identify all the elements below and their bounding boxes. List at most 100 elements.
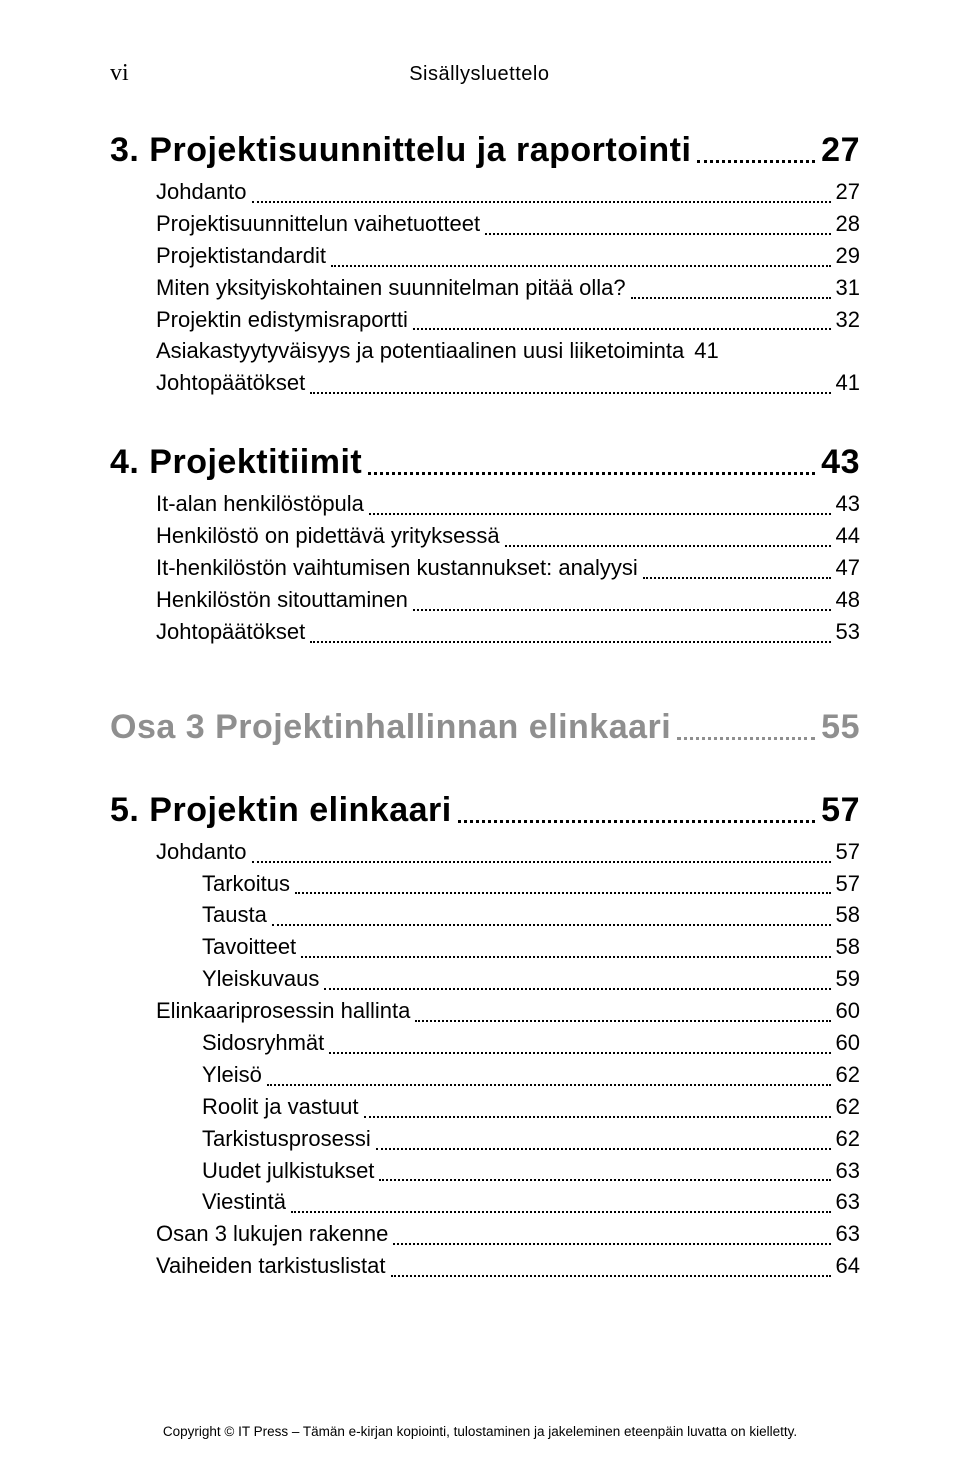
toc-entry-label: It-henkilöstön vaihtumisen kustannukset:… <box>156 552 638 584</box>
toc-entry-label: Henkilöstön sitouttaminen <box>156 584 408 616</box>
toc-entry-label: Projektin edistymisraportti <box>156 304 408 336</box>
toc-entry: Tarkistusprosessi 62 <box>110 1123 860 1155</box>
chapter-3-items: Johdanto27Projektisuunnittelun vaihetuot… <box>110 176 860 399</box>
toc-entry: Yleisö 62 <box>110 1059 860 1091</box>
dots-leader <box>310 392 830 394</box>
chapter-5-page: 57 <box>821 791 860 830</box>
toc-entry-page: 63 <box>836 1218 860 1250</box>
toc-entry: Viestintä 63 <box>110 1186 860 1218</box>
page-header: vi Sisällysluettelo <box>110 60 860 87</box>
toc-entry-page: 62 <box>836 1123 860 1155</box>
toc-entry-page: 62 <box>836 1059 860 1091</box>
toc-entry-page: 58 <box>836 899 860 931</box>
dots-leader <box>697 160 815 163</box>
toc-entry: Projektistandardit 29 <box>110 240 860 272</box>
toc-entry-label: Vaiheiden tarkistuslistat <box>156 1250 386 1282</box>
toc-entry-page: 48 <box>836 584 860 616</box>
toc-entry: Johdanto27 <box>110 176 860 208</box>
toc-entry: Johtopäätökset41 <box>110 367 860 399</box>
toc-entry-label: Johtopäätökset <box>156 616 305 648</box>
toc-entry-label: Yleisö <box>202 1059 262 1091</box>
toc-entry-page: 47 <box>836 552 860 584</box>
toc-entry: Tausta 58 <box>110 899 860 931</box>
chapter-5-items: Johdanto57Tarkoitus57Tausta58Tavoitteet5… <box>110 836 860 1282</box>
toc-entry-label: Miten yksityiskohtainen suunnitelman pit… <box>156 272 626 304</box>
dots-leader <box>272 924 831 926</box>
toc-entry: Henkilöstö on pidettävä yrityksessä44 <box>110 520 860 552</box>
toc-entry-page: 64 <box>836 1250 860 1282</box>
dots-leader <box>252 861 831 863</box>
toc-entry-label: Projektisuunnittelun vaihetuotteet <box>156 208 480 240</box>
dots-leader <box>376 1148 831 1150</box>
toc-entry-label: Sidosryhmät <box>202 1027 324 1059</box>
toc-entry: Yleiskuvaus59 <box>110 963 860 995</box>
dots-leader <box>391 1275 831 1277</box>
dots-leader <box>369 513 831 515</box>
toc-entry-page: 29 <box>836 240 860 272</box>
dots-leader <box>379 1179 830 1181</box>
dots-leader <box>331 265 831 267</box>
toc-entry-label: It-alan henkilöstöpula <box>156 488 364 520</box>
toc-entry-page: 41 <box>836 367 860 399</box>
dots-leader <box>458 820 815 823</box>
toc-entry-page: 58 <box>836 931 860 963</box>
dots-leader <box>310 641 830 643</box>
header-title: Sisällysluettelo <box>409 63 549 86</box>
toc-entry-label: Osan 3 lukujen rakenne <box>156 1218 388 1250</box>
dots-leader <box>505 545 831 547</box>
toc-entry-label: Projektistandardit <box>156 240 326 272</box>
chapter-3-page: 27 <box>821 131 860 170</box>
toc-entry-label: Elinkaariprosessin hallinta <box>156 995 410 1027</box>
toc-entry: Projektin edistymisraportti32 <box>110 304 860 336</box>
dots-leader <box>413 328 831 330</box>
chapter-5-title: 5. Projektin elinkaari <box>110 791 452 830</box>
toc-entry-label: Tarkistusprosessi <box>202 1123 371 1155</box>
toc-entry-page: 60 <box>836 995 860 1027</box>
chapter-4-page: 43 <box>821 443 860 482</box>
toc-entry: It-alan henkilöstöpula43 <box>110 488 860 520</box>
dots-leader <box>643 577 831 579</box>
part-3-title: Osa 3 Projektinhallinnan elinkaari <box>110 708 671 747</box>
toc-entry: Asiakastyytyväisyys ja potentiaalinen uu… <box>110 335 860 367</box>
toc-entry-page: 57 <box>836 836 860 868</box>
part-3-page: 55 <box>821 708 860 747</box>
dots-leader <box>393 1243 830 1245</box>
toc-entry-label: Tausta <box>202 899 267 931</box>
page-number-roman: vi <box>110 60 129 87</box>
dots-leader <box>267 1084 831 1086</box>
toc-entry: Osan 3 lukujen rakenne 63 <box>110 1218 860 1250</box>
dots-leader <box>291 1211 831 1213</box>
part-3-heading: Osa 3 Projektinhallinnan elinkaari 55 <box>110 708 860 747</box>
toc-entry-page: 57 <box>836 868 860 900</box>
toc-entry-label: Tarkoitus <box>202 868 290 900</box>
toc-entry: Johdanto 57 <box>110 836 860 868</box>
toc-entry-page: 31 <box>836 272 860 304</box>
toc-entry-page: 63 <box>836 1186 860 1218</box>
dots-leader <box>252 201 831 203</box>
dots-leader <box>631 297 831 299</box>
dots-leader <box>485 233 830 235</box>
toc-entry: Miten yksityiskohtainen suunnitelman pit… <box>110 272 860 304</box>
dots-leader <box>364 1116 831 1118</box>
toc-entry-page: 41 <box>694 335 718 367</box>
toc-entry: Roolit ja vastuut62 <box>110 1091 860 1123</box>
toc-entry: Projektisuunnittelun vaihetuotteet 28 <box>110 208 860 240</box>
toc-page: vi Sisällysluettelo 3. Projektisuunnitte… <box>0 0 960 1461</box>
toc-entry-label: Johdanto <box>156 836 247 868</box>
toc-entry-page: 53 <box>836 616 860 648</box>
toc-entry-label: Viestintä <box>202 1186 286 1218</box>
toc-entry-label: Uudet julkistukset <box>202 1155 374 1187</box>
toc-entry-label: Asiakastyytyväisyys ja potentiaalinen uu… <box>156 335 684 367</box>
toc-entry: Henkilöstön sitouttaminen 48 <box>110 584 860 616</box>
toc-entry-page: 28 <box>836 208 860 240</box>
toc-entry: It-henkilöstön vaihtumisen kustannukset:… <box>110 552 860 584</box>
chapter-4-title: 4. Projektitiimit <box>110 443 362 482</box>
toc-entry: Vaiheiden tarkistuslistat 64 <box>110 1250 860 1282</box>
chapter-3-title: 3. Projektisuunnittelu ja raportointi <box>110 131 691 170</box>
toc-entry: Elinkaariprosessin hallinta 60 <box>110 995 860 1027</box>
toc-entry: Sidosryhmät60 <box>110 1027 860 1059</box>
dots-leader <box>301 956 830 958</box>
chapter-3-heading: 3. Projektisuunnittelu ja raportointi 27 <box>110 131 860 170</box>
dots-leader <box>368 472 815 475</box>
chapter-4-heading: 4. Projektitiimit 43 <box>110 443 860 482</box>
